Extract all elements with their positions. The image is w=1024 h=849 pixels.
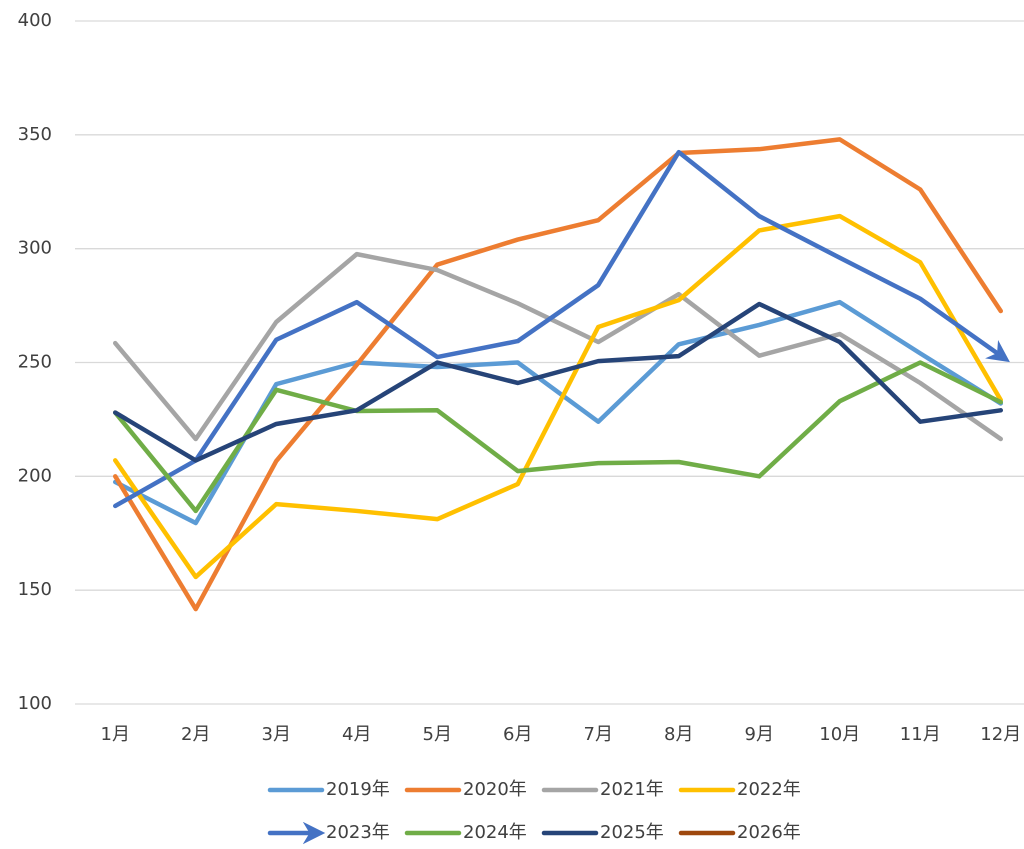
legend-label: 2024年 [463, 822, 527, 843]
y-tick-label: 150 [18, 579, 52, 600]
x-tick-label: 9月 [745, 724, 774, 745]
y-tick-label: 300 [18, 238, 52, 259]
series-line [113, 213, 1003, 580]
legend-label: 2023年 [326, 822, 390, 843]
x-tick-label: 7月 [584, 724, 613, 745]
x-tick-label: 8月 [664, 724, 693, 745]
legend-label: 2021年 [600, 779, 664, 800]
x-tick-label: 4月 [342, 724, 371, 745]
x-tick-label: 11月 [900, 724, 941, 745]
series-line [113, 137, 1003, 612]
y-tick-label: 200 [18, 465, 52, 486]
series-line [113, 301, 1003, 463]
legend-label: 2020年 [463, 779, 527, 800]
x-tick-label: 12月 [980, 724, 1021, 745]
x-tick-label: 3月 [262, 724, 291, 745]
x-tick-label: 10月 [819, 724, 860, 745]
legend-label: 2019年 [326, 779, 390, 800]
y-tick-label: 250 [18, 352, 52, 373]
legend-label: 2026年 [737, 822, 801, 843]
x-tick-label: 5月 [423, 724, 452, 745]
series-line [113, 299, 1003, 526]
legend-label: 2022年 [737, 779, 801, 800]
y-tick-label: 350 [18, 124, 52, 145]
x-tick-label: 1月 [101, 724, 130, 745]
series-line [113, 360, 1003, 514]
legend-label: 2025年 [600, 822, 664, 843]
x-tick-label: 2月 [181, 724, 210, 745]
y-tick-label: 400 [18, 10, 52, 31]
series-line [113, 149, 1010, 509]
y-tick-label: 100 [18, 693, 52, 714]
x-tick-label: 6月 [503, 724, 532, 745]
series-line [113, 251, 1003, 442]
